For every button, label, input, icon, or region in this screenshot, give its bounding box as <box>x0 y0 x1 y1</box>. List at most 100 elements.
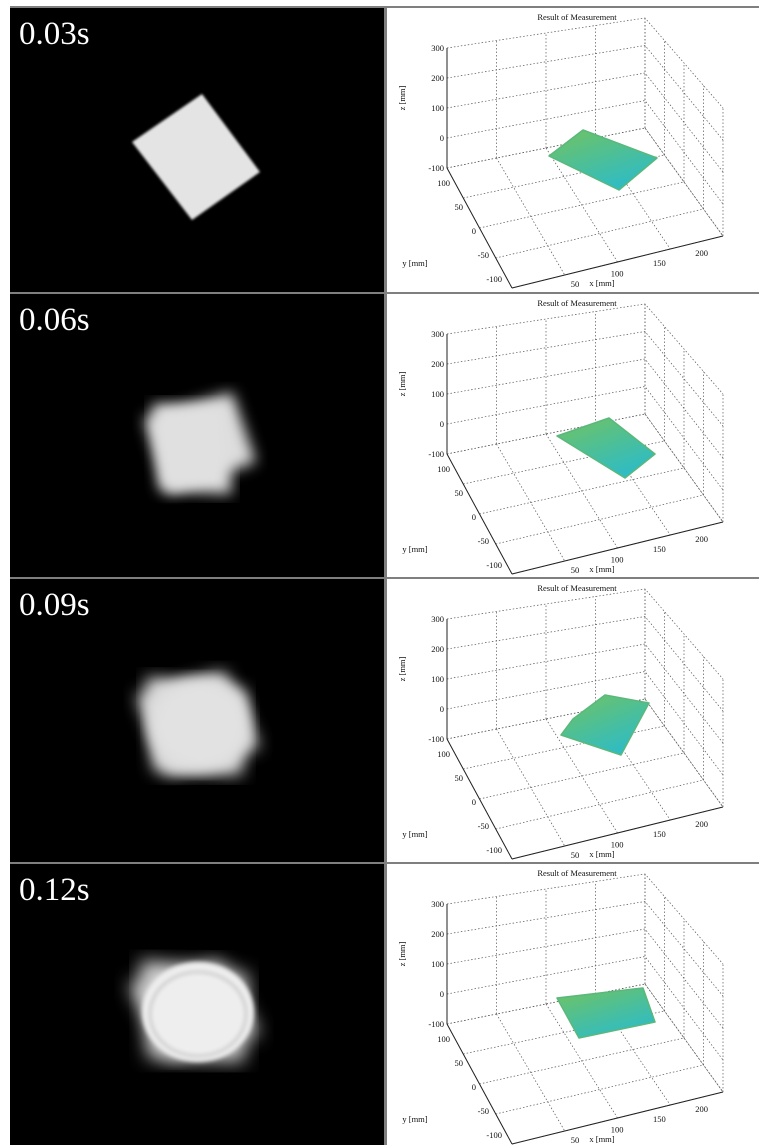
x-tick-label: 50 <box>571 565 580 575</box>
x-tick-label: 200 <box>695 819 708 829</box>
y-tick-label: -50 <box>478 821 489 831</box>
floor-gridline <box>463 154 665 199</box>
z-tick-label: 300 <box>431 43 444 53</box>
x-tick-label: 100 <box>611 555 624 565</box>
floor-gridline <box>463 1010 665 1055</box>
y-tick-label: 0 <box>472 226 476 236</box>
z-axis-label: z [mm] <box>397 941 407 966</box>
wall-gridline <box>446 901 724 997</box>
floor-gridline <box>496 728 566 847</box>
y-tick-label: -50 <box>478 1106 489 1116</box>
x-tick-label: 200 <box>695 1104 708 1114</box>
measured-surface <box>556 987 656 1039</box>
x-tick-label: 100 <box>611 269 624 279</box>
y-axis-label: y [mm] <box>402 829 427 839</box>
y-axis <box>446 453 513 575</box>
plot-title: Result of Measurement <box>537 583 617 593</box>
x-axis <box>511 806 724 860</box>
plot-title: Result of Measurement <box>537 298 617 308</box>
wall-gridline <box>446 72 724 173</box>
z-tick-label: 100 <box>431 674 444 684</box>
y-tick-label: 50 <box>455 1058 464 1068</box>
photo-frame-1: 0.03s <box>10 8 384 292</box>
object-image <box>144 392 256 494</box>
floor-gridline <box>496 1013 566 1132</box>
wall-gridline <box>446 386 724 491</box>
measurement-plot: Result of Measurement -100 0 100 200 300 z [mm… <box>397 298 724 577</box>
y-tick-label: 0 <box>472 1082 476 1092</box>
wall-gridline <box>446 45 724 141</box>
floor-gridline <box>545 433 618 549</box>
wall-gridline <box>446 928 724 1029</box>
y-axis-label: y [mm] <box>402 258 427 268</box>
plot-axes <box>446 17 724 289</box>
floor-gridline <box>495 1064 704 1115</box>
photo-frame-4: 0.12s <box>10 864 384 1145</box>
y-tick-label: -100 <box>486 1130 502 1140</box>
wall-gridline <box>446 127 724 237</box>
plot-axes <box>446 303 724 575</box>
y-tick-label: 100 <box>437 178 450 188</box>
y-tick-label: 100 <box>437 464 450 474</box>
z-tick-label: 100 <box>431 103 444 113</box>
wall-gridline <box>446 588 724 680</box>
wall-gridline <box>446 956 724 1061</box>
x-tick-label: 0 <box>531 860 535 862</box>
x-tick-label: 150 <box>653 1114 666 1124</box>
y-tick-label: -50 <box>478 536 489 546</box>
floor-gridline <box>545 147 618 263</box>
z-tick-label: 0 <box>440 133 444 143</box>
measured-surface <box>548 129 658 191</box>
wall-gridline <box>446 17 724 109</box>
x-tick-label: 0 <box>531 575 535 577</box>
x-axis-label: x [mm] <box>589 1134 614 1144</box>
x-tick-label: 150 <box>653 544 666 554</box>
time-label: 0.03s <box>19 16 90 52</box>
z-tick-label: 200 <box>431 644 444 654</box>
wall-gridline <box>446 873 724 965</box>
x-tick-label: 50 <box>571 850 580 860</box>
z-tick-label: 200 <box>431 929 444 939</box>
y-tick-label: 100 <box>437 1034 450 1044</box>
plot-frame-1: Result of Measurement -100 0 100 200 300 z [mm… <box>387 8 759 292</box>
floor-gridline <box>495 779 704 830</box>
y-tick-label: 50 <box>455 202 464 212</box>
floor-gridline <box>495 208 704 259</box>
wall-gridline <box>446 616 724 712</box>
time-label: 0.06s <box>19 302 90 338</box>
y-tick-label: 0 <box>472 512 476 522</box>
z-tick-label: 100 <box>431 389 444 399</box>
x-axis <box>511 1091 724 1145</box>
x-tick-label: 0 <box>531 289 535 292</box>
z-axis-label: z [mm] <box>397 656 407 681</box>
time-label: 0.09s <box>19 587 90 623</box>
wall-gridline <box>446 983 724 1093</box>
y-tick-label: -100 <box>486 845 502 855</box>
y-axis <box>446 738 513 860</box>
wall-gridline <box>446 413 724 523</box>
z-tick-label: -100 <box>428 1019 444 1029</box>
object-image <box>128 960 260 1062</box>
z-tick-label: 0 <box>440 419 444 429</box>
plot-frame-2: Result of Measurement -100 0 100 200 300 z [mm… <box>387 294 759 577</box>
y-axis-label: y [mm] <box>402 544 427 554</box>
plot-frame-4: Result of Measurement -100 0 100 200 300 z [mm… <box>387 864 759 1145</box>
figure: 0.03s Result of Measurement -100 0 100 200 30… <box>10 6 759 1145</box>
time-label: 0.12s <box>19 872 90 908</box>
z-tick-label: -100 <box>428 449 444 459</box>
z-tick-label: 300 <box>431 614 444 624</box>
x-tick-label: 100 <box>611 1125 624 1135</box>
wall-gridline <box>446 303 724 395</box>
x-tick-label: 150 <box>653 829 666 839</box>
x-axis <box>511 235 724 289</box>
wall-gridline <box>446 643 724 744</box>
z-tick-label: 200 <box>431 359 444 369</box>
measured-surface <box>556 417 656 479</box>
floor-gridline <box>495 494 704 545</box>
photo-frame-3: 0.09s <box>10 579 384 862</box>
floor-gridline <box>496 157 566 276</box>
x-tick-label: 100 <box>611 840 624 850</box>
z-tick-label: 200 <box>431 73 444 83</box>
wall-gridline <box>446 671 724 776</box>
z-tick-label: 300 <box>431 329 444 339</box>
